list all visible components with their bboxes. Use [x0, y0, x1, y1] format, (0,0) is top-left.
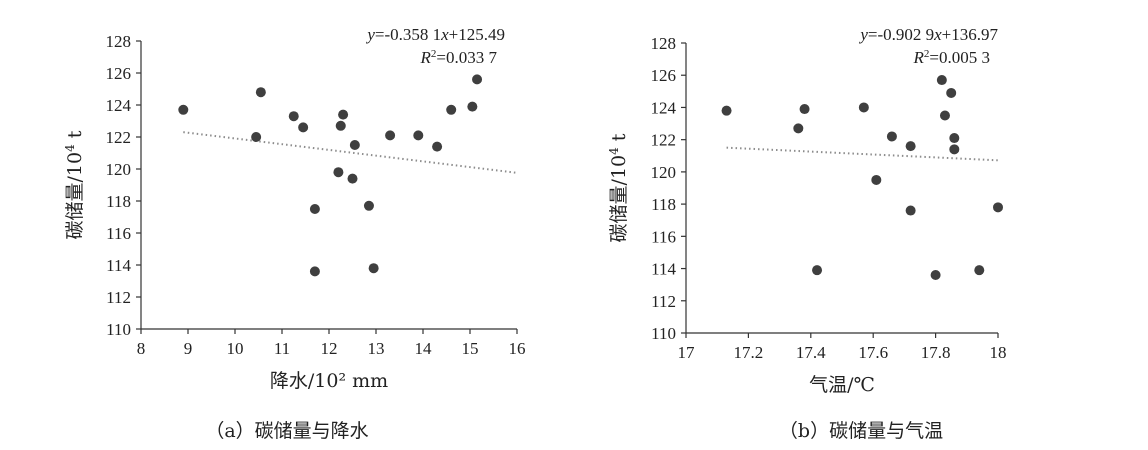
trend-line	[726, 146, 999, 162]
r-squared-label: R2=0.033 7	[420, 48, 498, 67]
data-point	[363, 200, 374, 211]
data-point	[446, 104, 457, 115]
y-tick-label: 120	[651, 163, 677, 182]
data-point	[298, 122, 309, 133]
data-point	[368, 263, 379, 274]
data-point	[974, 265, 985, 276]
y-tick-label: 110	[106, 320, 131, 339]
scatter-chart-precipitation: 110 112 114 116 118 120 122 124 126 128 8 9 10 11 12 13…	[63, 25, 526, 392]
data-point	[871, 174, 882, 185]
r-squared-label: R2=0.005 3	[913, 48, 990, 67]
data-point	[288, 111, 299, 122]
x-tick-label: 17.8	[921, 343, 951, 362]
data-point	[858, 102, 869, 113]
data-point	[946, 87, 957, 98]
x-tick-label: 17.2	[734, 343, 764, 362]
y-tick-label: 118	[106, 192, 131, 211]
data-point	[347, 173, 358, 184]
x-tick-label: 12	[321, 339, 338, 358]
data-point	[936, 75, 947, 86]
x-axis-title: 气温/℃	[809, 374, 875, 396]
data-point	[178, 104, 189, 115]
data-point	[793, 123, 804, 134]
data-point	[949, 144, 960, 155]
y-tick-label: 114	[106, 256, 131, 275]
x-tick-label: 14	[415, 339, 433, 358]
data-point	[472, 74, 483, 85]
x-tick-label: 11	[274, 339, 290, 358]
y-tick-label: 126	[651, 66, 677, 85]
data-point	[886, 131, 897, 142]
trend-line	[183, 131, 518, 174]
data-point	[949, 133, 960, 144]
y-tick-label: 118	[651, 195, 676, 214]
data-point	[939, 110, 950, 121]
data-point	[467, 101, 478, 112]
regression-equation: y=-0.902 9x+136.97	[858, 25, 998, 44]
y-tick-label: 122	[106, 128, 132, 147]
chart-panel-precipitation: 110 112 114 116 118 120 122 124 126 128 8 9 10 11 12 13…	[63, 25, 526, 442]
y-tick-label: 112	[106, 288, 131, 307]
x-tick-label: 9	[184, 339, 193, 358]
y-tick-label: 110	[651, 324, 676, 343]
y-tick-label: 124	[106, 96, 132, 115]
y-tick-label: 126	[106, 64, 132, 83]
data-point	[993, 202, 1003, 213]
data-point	[255, 87, 266, 98]
data-point	[413, 130, 424, 141]
data-point	[349, 140, 360, 150]
chart-caption: （b）碳储量与气温	[778, 420, 944, 442]
x-tick-label: 18	[990, 343, 1007, 362]
x-axis-title: 降水/10² mm	[270, 370, 388, 392]
regression-equation: y=-0.358 1x+125.49	[365, 25, 505, 44]
x-tick-label: 17	[678, 343, 696, 362]
y-axis-title: 碳储量/104 t	[63, 130, 86, 239]
x-tick-label: 17.4	[796, 343, 826, 362]
chart-panel-temperature: 110 112 114 116 118 120 122 124 126 128 17 17.2 17.4…	[574, 0, 1148, 450]
data-point	[338, 109, 349, 120]
data-point	[799, 104, 810, 115]
data-point	[930, 270, 941, 280]
scatter-chart-temperature: 110 112 114 116 118 120 122 124 126 128 17 17.2 17.4…	[607, 25, 1007, 396]
y-axis-title: 碳储量/104 t	[607, 133, 630, 242]
y-tick-label: 114	[651, 260, 676, 279]
data-point	[309, 204, 320, 214]
x-tick-label: 16	[509, 339, 526, 358]
x-tick-label: 15	[462, 339, 479, 358]
y-tick-label: 128	[106, 32, 132, 51]
y-tick-label: 124	[651, 98, 677, 117]
y-tick-label: 120	[106, 160, 132, 179]
x-tick-label: 10	[227, 339, 244, 358]
y-tick-label: 116	[106, 224, 131, 243]
x-tick-label: 13	[368, 339, 385, 358]
y-tick-label: 112	[651, 292, 676, 311]
data-point	[251, 132, 262, 142]
x-tick-label: 8	[137, 339, 146, 358]
data-point	[335, 120, 346, 131]
x-tick-label: 17.6	[858, 343, 888, 362]
data-point	[309, 266, 320, 277]
y-tick-label: 116	[651, 227, 676, 246]
data-point	[333, 167, 344, 178]
chart-caption: （a）碳储量与降水	[205, 420, 369, 442]
y-tick-label: 122	[651, 131, 677, 150]
data-point	[432, 141, 443, 152]
data-point	[812, 265, 823, 276]
data-point	[905, 205, 916, 216]
data-point	[721, 105, 732, 116]
data-point	[905, 141, 916, 152]
data-point	[385, 130, 396, 141]
y-tick-label: 128	[651, 34, 677, 53]
